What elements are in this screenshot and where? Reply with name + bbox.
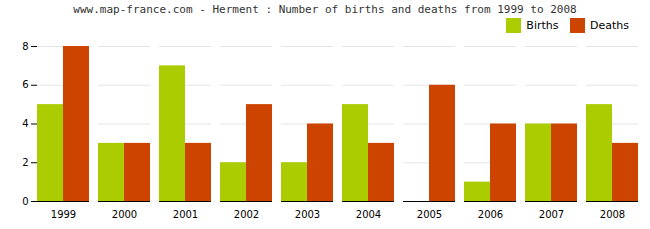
html-text:www.map-france.com - Herment :: www.map-france.com - Herment : Number of… [73, 3, 577, 16]
svg-text:8: 8 [22, 41, 28, 52]
svg-text:2004: 2004 [356, 209, 381, 220]
svg-text:2001: 2001 [173, 209, 198, 220]
svg-text:2002: 2002 [234, 209, 259, 220]
svg-text:6: 6 [22, 79, 28, 90]
svg-text:0: 0 [22, 196, 28, 207]
svg-text:1999: 1999 [51, 209, 76, 220]
html-text:Births: Births [526, 18, 559, 32]
svg-text:2007: 2007 [539, 209, 564, 220]
svg-text:2008: 2008 [600, 209, 625, 220]
svg-text:4: 4 [22, 118, 28, 129]
svg-text:2000: 2000 [112, 209, 137, 220]
svg-text:2003: 2003 [295, 209, 320, 220]
svg-text:2: 2 [22, 157, 28, 168]
html-text:Deaths: Deaths [590, 18, 629, 32]
svg-text:2005: 2005 [417, 209, 442, 220]
svg-text:2006: 2006 [478, 209, 503, 220]
